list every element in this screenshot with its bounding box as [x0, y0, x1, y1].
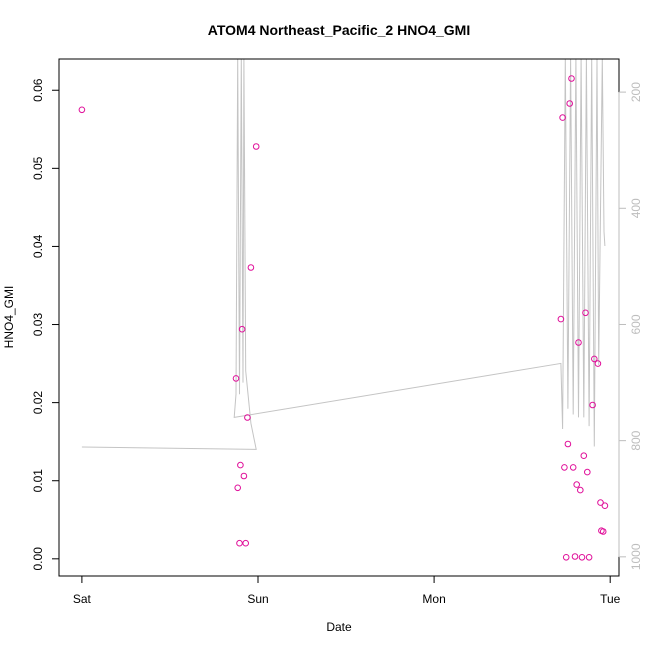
- data-point: [562, 554, 570, 561]
- y-tick-label: 0.01: [31, 469, 45, 493]
- x-tick-label: Mon: [422, 592, 445, 606]
- y-tick-label: 0.03: [31, 313, 45, 337]
- data-point: [566, 100, 574, 107]
- data-point: [594, 360, 602, 367]
- data-point: [252, 143, 260, 150]
- data-point: [591, 355, 598, 363]
- data-point: [557, 315, 565, 323]
- y2-tick-label: 600: [629, 314, 643, 334]
- data-point: [232, 375, 240, 382]
- data-point: [573, 481, 581, 488]
- y-tick-label: 0.05: [31, 156, 45, 180]
- y2-tick-label: 800: [629, 430, 643, 450]
- data-point: [247, 264, 255, 271]
- data-point: [582, 309, 589, 317]
- data-point: [236, 539, 243, 547]
- x-tick-label: Sat: [73, 592, 92, 606]
- y-tick-label: 0.04: [31, 234, 45, 258]
- x-axis: Sat Sun Mon Tue: [73, 575, 621, 606]
- data-point: [578, 554, 586, 561]
- data-point: [571, 553, 579, 560]
- x-tick-label: Sun: [247, 592, 268, 606]
- data-point: [577, 486, 584, 494]
- data-point: [597, 499, 604, 506]
- data-point: [569, 464, 577, 471]
- data-point: [589, 401, 596, 409]
- data-point: [599, 528, 607, 535]
- y-axis-left: 0.00 0.01 0.02 0.03 0.04 0.05 0.06: [31, 78, 60, 571]
- y-tick-label: 0.06: [31, 78, 45, 102]
- data-point: [240, 472, 248, 480]
- x-axis-label: Date: [326, 620, 352, 634]
- x-tick-label: Tue: [600, 592, 621, 606]
- data-point: [559, 114, 566, 121]
- y2-tick-label: 1000: [629, 543, 643, 570]
- plot-frame: [58, 58, 620, 577]
- data-point: [561, 464, 568, 471]
- data-point: [78, 106, 86, 114]
- data-point: [237, 461, 244, 469]
- data-point: [568, 75, 575, 82]
- data-point: [244, 414, 251, 421]
- data-point: [242, 539, 249, 547]
- data-points-layer: [78, 75, 609, 561]
- pressure-line-layer: [81, 59, 606, 450]
- data-point: [238, 325, 246, 333]
- y2-tick-label: 400: [629, 198, 643, 218]
- data-point: [564, 440, 572, 448]
- data-point: [584, 468, 591, 476]
- y-axis-label: HNO4_GMI: [2, 286, 16, 349]
- pressure-line: [81, 59, 606, 450]
- y-tick-label: 0.02: [31, 391, 45, 415]
- data-point: [601, 502, 609, 510]
- data-point: [234, 484, 241, 492]
- y-axis-right: 200 400 600 800 1000: [618, 82, 643, 570]
- y-tick-label: 0.00: [31, 547, 45, 571]
- y2-tick-label: 200: [629, 82, 643, 102]
- data-point: [580, 452, 588, 460]
- data-point: [585, 554, 593, 561]
- chart-title: ATOM4 Northeast_Pacific_2 HNO4_GMI: [208, 22, 470, 38]
- data-point: [575, 339, 582, 346]
